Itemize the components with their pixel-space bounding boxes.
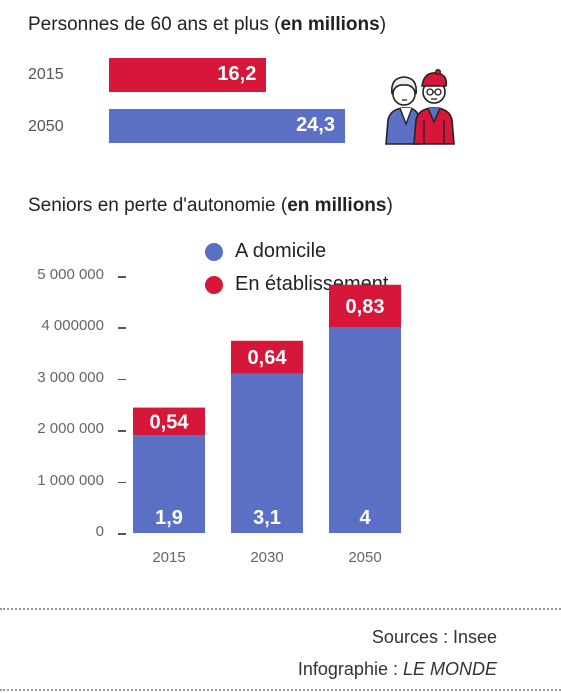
y-tick-mark [118,378,126,381]
infographie-brand: LE MONDE [402,659,497,679]
bar-value-label-etablissement: 0,83 [346,296,385,318]
bar-value-label-etablissement: 0,64 [248,347,288,369]
seniors-couple-icon [385,68,455,145]
top-title-bold: en millions [280,14,380,35]
y-tick-mark [118,481,126,484]
bar-value-label-domicile: 3,1 [253,507,281,529]
top-title-prefix: Personnes de 60 ans et plus ( [28,14,281,35]
bar-domicile-2030 [231,373,303,533]
footer-divider-top [0,608,561,610]
legend-label-domicile: A domicile [235,240,327,262]
y-tick-label: 1 000 000 [37,471,104,489]
hbar-value-label: 16,2 [217,63,257,85]
stacked-bar-chart: 1,9 0,54 2015 3,1 0,64 2030 4 0,83 2050 [133,284,401,566]
y-tick-mark [118,327,126,329]
y-tick-label: 0 [95,523,104,540]
top-title-suffix: ) [379,14,387,35]
bottom-chart-title: Seniors en perte d'autonomie (en million… [28,195,393,217]
bar-value-label-domicile: 4 [359,507,371,529]
y-tick-mark [118,276,126,278]
bar-domicile-2050 [329,327,401,533]
bar-etablissement-2050 [329,284,401,328]
bottom-title-prefix: Seniors en perte d'autonomie ( [28,195,288,216]
infographie-prefix: Infographie : [297,659,403,679]
infographie-credit: Infographie : LE MONDE [298,659,497,680]
bar-etablissement-2030 [231,340,303,374]
x-tick-label: 2030 [250,549,283,566]
legend-item-domicile: A domicile [205,240,326,263]
x-tick-label: 2050 [348,549,381,566]
bottom-title-suffix: ) [386,195,393,216]
footer-divider-bottom [0,689,561,691]
hbar-value-label: 24,3 [296,114,335,136]
legend-dot-domicile [205,242,223,261]
hbar-2050: 24,3 [109,109,345,143]
y-tick-label: 2 000 000 [37,420,104,438]
x-tick-label: 2015 [152,549,185,566]
y-tick-label: 3 000 000 [37,368,104,386]
y-tick-label: 4 000000 [41,317,104,335]
top-chart-title: Personnes de 60 ans et plus (en millions… [28,14,386,36]
y-tick-label: 5 000 000 [37,266,104,283]
legend-dot-etablissement [205,275,223,294]
y-tick-mark [118,430,126,432]
hbar-year-label: 2050 [28,118,64,135]
bar-value-label-domicile: 1,9 [155,507,183,529]
bar-domicile-2015 [133,435,205,533]
hbar-2015: 16,2 [109,58,267,92]
sources-text: Sources : Insee [371,627,497,647]
y-tick-mark [118,533,126,535]
bar-etablissement-2015 [133,407,205,436]
hbar-year-label: 2015 [28,66,64,83]
bar-value-label-etablissement: 0,54 [150,411,190,433]
bottom-title-bold: en millions [287,195,387,216]
